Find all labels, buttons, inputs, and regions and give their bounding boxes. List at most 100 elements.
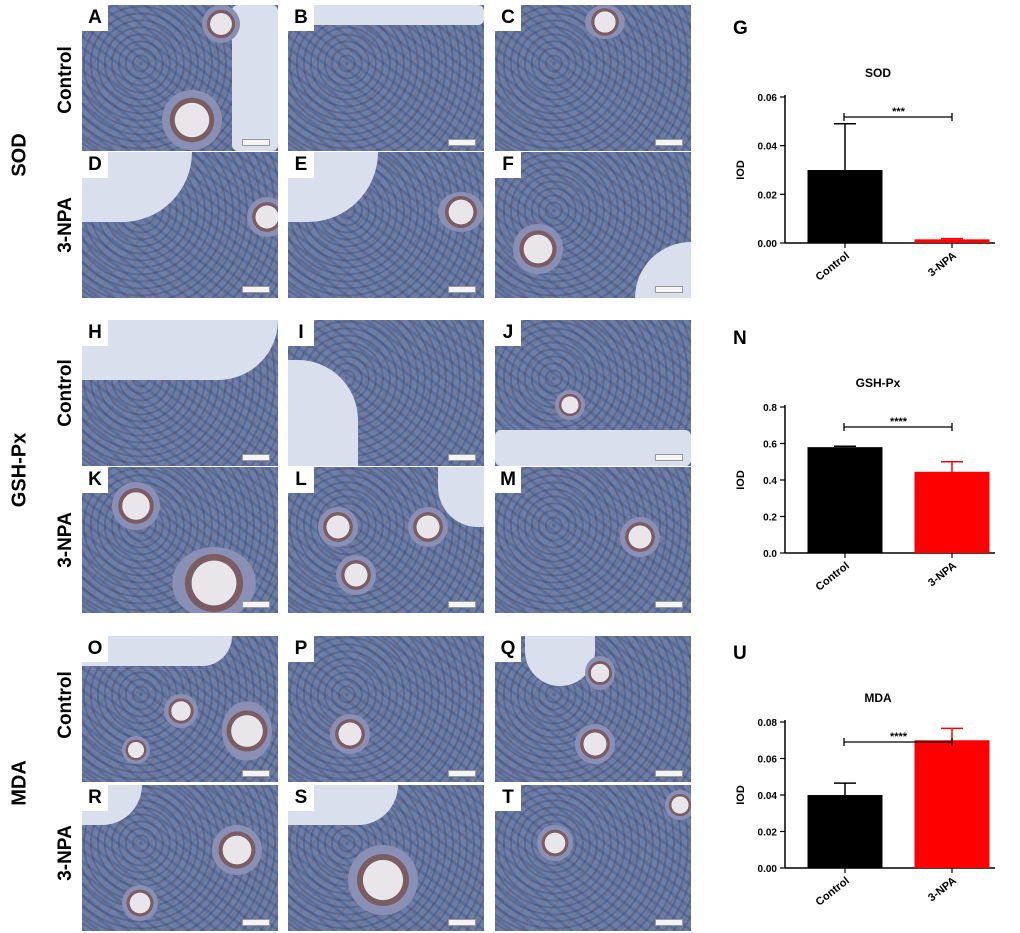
micrograph-panel: B [288, 5, 484, 151]
y-tick-label: 0.02 [758, 828, 778, 839]
panel-letter: I [288, 320, 314, 346]
scale-bar [655, 454, 683, 461]
panel-letter: D [82, 152, 108, 178]
bar [807, 170, 883, 243]
sod-bar-chart: SOD IOD 0.00 0.02 0.04 0.06 Control 3-NPA *** [735, 66, 995, 284]
section-label-gsh-px: GSH-Px [8, 432, 31, 508]
scale-bar [242, 139, 270, 146]
x-tick-label: Control [814, 250, 852, 284]
panel-letter: O [82, 636, 108, 662]
panel-letter: P [288, 636, 314, 662]
micrograph-panel: D [82, 152, 278, 298]
scale-bar [448, 770, 476, 777]
scale-bar [448, 286, 476, 293]
row-label-3npa: 3-NPA [55, 512, 76, 568]
micrograph-panel: A [82, 5, 278, 151]
panel-letter: J [495, 320, 521, 346]
scale-bar [448, 139, 476, 146]
row-label-3npa: 3-NPA [55, 825, 76, 881]
micrograph-panel: E [288, 152, 484, 298]
micrograph-panel: T [495, 785, 691, 931]
panel-letter: S [288, 785, 314, 811]
y-tick-label: 0.06 [758, 755, 778, 766]
figure-letter-g: G [733, 18, 748, 39]
panel-letter: L [288, 467, 314, 493]
micrograph-panel: M [495, 467, 691, 613]
bar [914, 740, 990, 868]
y-axis-label: IOD [735, 160, 747, 180]
gsh-px-bar-chart: GSH-Px IOD 0.0 0.2 0.4 0.6 0.8 Control 3-NPA **** [735, 376, 995, 594]
scale-bar [448, 454, 476, 461]
micrograph-panel: O [82, 636, 278, 782]
micrograph-panel: H [82, 320, 278, 466]
significance-marker: **** [890, 416, 908, 428]
row-label-control: Control [55, 46, 76, 114]
x-tick-label: 3-NPA [926, 560, 959, 589]
panel-letter: C [495, 5, 521, 31]
micrograph-panel: F [495, 152, 691, 298]
micrograph-panel: J [495, 320, 691, 466]
significance-marker: *** [892, 106, 906, 118]
y-axis-label: IOD [735, 470, 747, 490]
y-axis-label: IOD [735, 785, 747, 805]
panel-letter: T [495, 785, 521, 811]
micrograph-panel: Q [495, 636, 691, 782]
micrograph-panel: R [82, 785, 278, 931]
y-tick-label: 0.06 [758, 93, 778, 104]
y-tick-label: 0.4 [763, 476, 777, 487]
x-tick-label: 3-NPA [926, 875, 959, 904]
panel-letter: R [82, 785, 108, 811]
chart-title: SOD [865, 66, 891, 80]
scale-bar [655, 919, 683, 926]
scale-bar [655, 601, 683, 608]
x-tick-label: 3-NPA [926, 250, 959, 279]
chart-title: MDA [864, 691, 892, 705]
panel-letter: K [82, 467, 108, 493]
panel-letter: F [495, 152, 521, 178]
micrograph-panel: I [288, 320, 484, 466]
y-tick-label: 0.6 [763, 440, 777, 451]
micrograph-panel: K [82, 467, 278, 613]
scale-bar [655, 139, 683, 146]
y-tick-label: 0.04 [758, 142, 778, 153]
y-tick-label: 0.8 [763, 403, 777, 414]
panel-letter: E [288, 152, 314, 178]
y-tick-label: 0.00 [758, 239, 778, 250]
bar [914, 239, 990, 243]
x-tick-label: Control [814, 560, 852, 594]
y-tick-label: 0.00 [758, 864, 778, 875]
figure-letter-u: U [733, 643, 747, 664]
micrograph-panel: P [288, 636, 484, 782]
scale-bar [448, 919, 476, 926]
panel-letter: A [82, 5, 108, 31]
scale-bar [242, 454, 270, 461]
bar [807, 795, 883, 868]
scale-bar [242, 770, 270, 777]
section-label-sod: SOD [8, 133, 31, 177]
row-label-control: Control [55, 671, 76, 739]
chart-title: GSH-Px [856, 376, 901, 390]
section-label-mda: MDA [8, 760, 31, 806]
scale-bar [242, 286, 270, 293]
micrograph-panel: S [288, 785, 484, 931]
panel-letter: H [82, 320, 108, 346]
mda-bar-chart: MDA IOD 0.00 0.02 0.04 0.06 0.08 Control 3-NPA **… [735, 691, 995, 909]
bar [807, 447, 883, 553]
figure-letter-n: N [733, 328, 747, 349]
panel-letter: B [288, 5, 314, 31]
bar [914, 471, 990, 553]
scale-bar [448, 601, 476, 608]
y-tick-label: 0.2 [763, 513, 777, 524]
row-label-3npa: 3-NPA [55, 197, 76, 253]
scale-bar [655, 286, 683, 293]
x-tick-label: Control [814, 875, 852, 909]
panel-letter: Q [495, 636, 521, 662]
scale-bar [242, 919, 270, 926]
y-tick-label: 0.04 [758, 791, 778, 802]
row-label-control: Control [55, 359, 76, 427]
y-tick-label: 0.02 [758, 190, 778, 201]
y-tick-label: 0.08 [758, 718, 778, 729]
y-tick-label: 0.0 [763, 549, 777, 560]
scale-bar [655, 770, 683, 777]
panel-letter: M [495, 467, 521, 493]
